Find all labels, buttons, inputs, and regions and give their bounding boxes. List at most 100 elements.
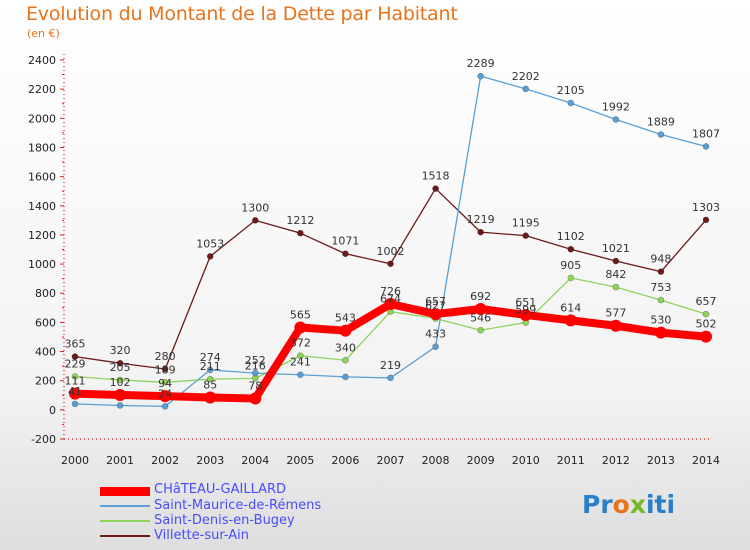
x-tick-label: 2014 — [692, 454, 720, 467]
x-tick-label: 2002 — [151, 454, 179, 467]
data-point — [161, 378, 169, 386]
data-point — [432, 185, 439, 192]
x-tick-label: 2010 — [512, 454, 540, 467]
data-label: 1219 — [467, 213, 495, 226]
data-label: 94 — [158, 377, 172, 390]
x-tick-label: 2012 — [602, 454, 630, 467]
legend-label: Saint-Denis-en-Bugey — [154, 513, 295, 528]
data-label: 502 — [696, 318, 717, 331]
data-label: 1300 — [241, 201, 269, 214]
data-point — [654, 326, 667, 339]
chart-subtitle: (en €) — [27, 27, 60, 40]
data-point — [519, 308, 532, 321]
data-label: 842 — [605, 268, 626, 281]
x-tick-label: 2000 — [61, 454, 89, 467]
data-label: 365 — [65, 338, 86, 351]
data-label: 219 — [380, 359, 401, 372]
y-tick-label: 2400 — [28, 54, 56, 67]
data-point — [297, 229, 304, 237]
data-label: 274 — [200, 351, 221, 364]
data-point — [432, 343, 439, 351]
data-label: 211 — [200, 360, 221, 373]
data-point — [702, 216, 710, 224]
data-label: 1992 — [602, 100, 630, 113]
data-label: 433 — [425, 328, 446, 341]
data-label: 280 — [155, 350, 176, 363]
data-point — [342, 373, 349, 381]
data-point — [251, 369, 259, 377]
legend-swatch — [100, 520, 150, 522]
data-point — [477, 72, 484, 80]
y-tick-label: 2000 — [28, 112, 56, 125]
data-point — [159, 390, 172, 403]
data-label: 1303 — [692, 201, 720, 214]
data-label: 102 — [110, 376, 131, 389]
y-tick-label: 1800 — [28, 141, 56, 154]
data-label: 726 — [380, 285, 401, 298]
data-point — [564, 314, 577, 327]
legend-label: Villette-sur-Ain — [154, 528, 249, 543]
y-tick-label: 1400 — [28, 200, 56, 213]
data-point — [206, 253, 214, 260]
y-tick-label: -200 — [31, 433, 56, 446]
data-label: 614 — [560, 301, 581, 314]
data-point — [342, 356, 349, 364]
chart-title: Evolution du Montant de la Dette par Hab… — [26, 3, 458, 25]
data-label: 1102 — [557, 230, 585, 243]
data-point — [249, 392, 262, 405]
data-label: 599 — [515, 304, 536, 317]
data-label: 41 — [68, 385, 82, 398]
data-label: 577 — [605, 307, 626, 320]
data-point — [522, 232, 530, 239]
data-label: 2202 — [512, 70, 540, 83]
data-label: 205 — [110, 361, 131, 374]
data-point — [116, 376, 124, 384]
data-label: 216 — [245, 359, 266, 372]
data-label: 1021 — [602, 242, 630, 255]
data-point — [71, 353, 79, 360]
data-label: 229 — [65, 357, 86, 370]
x-tick-label: 2005 — [286, 454, 314, 467]
data-point — [342, 250, 349, 258]
data-point — [161, 403, 169, 410]
data-point — [161, 365, 169, 373]
data-label: 657 — [696, 295, 717, 308]
x-tick-label: 2009 — [467, 454, 495, 467]
y-tick-label: 400 — [35, 346, 56, 359]
data-point — [206, 366, 214, 374]
data-point — [294, 321, 307, 334]
data-label: 111 — [65, 375, 86, 388]
data-point — [474, 302, 487, 315]
data-point — [612, 257, 620, 265]
data-point — [206, 375, 214, 383]
legend-swatch — [100, 535, 150, 537]
data-point — [609, 319, 622, 332]
data-point — [567, 99, 575, 107]
y-tick-label: 200 — [35, 375, 56, 388]
data-point — [69, 387, 81, 400]
data-label: 2289 — [467, 57, 495, 70]
data-label: 1807 — [692, 127, 720, 140]
data-label: 78 — [248, 379, 262, 392]
data-point — [657, 296, 665, 304]
data-label: 651 — [515, 296, 536, 309]
data-label: 530 — [650, 314, 671, 327]
data-label: 565 — [290, 308, 311, 321]
x-tick-label: 2007 — [377, 454, 405, 467]
data-label: 1195 — [512, 217, 540, 230]
y-tick-label: 800 — [35, 287, 56, 300]
legend-swatch — [100, 505, 150, 507]
data-point — [657, 131, 665, 138]
data-label: 1518 — [422, 170, 450, 183]
data-label: 252 — [245, 354, 266, 367]
data-label: 546 — [470, 311, 491, 324]
data-label: 320 — [110, 344, 131, 357]
data-point — [114, 388, 127, 401]
data-point — [522, 85, 530, 93]
data-label: 189 — [155, 363, 176, 376]
data-point — [204, 391, 217, 404]
data-label: 340 — [335, 341, 356, 354]
data-label: 948 — [650, 253, 671, 266]
x-tick-label: 2013 — [647, 454, 675, 467]
